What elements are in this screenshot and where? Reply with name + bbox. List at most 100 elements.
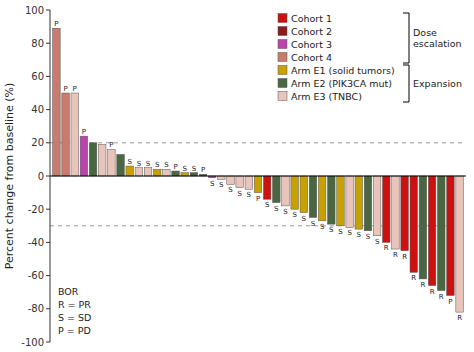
- bar-label: S: [210, 180, 215, 188]
- bracket-line: [409, 13, 410, 63]
- bar-label: S: [357, 231, 362, 239]
- bar: [318, 176, 326, 221]
- bar-label: R: [393, 251, 398, 259]
- annotation-line: BOR: [58, 286, 79, 297]
- bar: [428, 176, 436, 286]
- y-tick: [46, 176, 50, 177]
- legend-label: Cohort 2: [291, 26, 332, 37]
- legend-label: Arm E1 (solid tumors): [291, 65, 395, 76]
- bar-label: S: [329, 226, 334, 234]
- bar-label: S: [146, 160, 151, 168]
- legend-swatch: [278, 40, 287, 49]
- bar: [144, 168, 152, 176]
- bar: [364, 176, 372, 231]
- bar: [419, 176, 427, 279]
- bar-label: S: [292, 211, 297, 219]
- y-tick: [46, 242, 50, 243]
- y-tick-label: 80: [31, 38, 44, 49]
- bar: [291, 176, 299, 209]
- chart: -100-80-60-40-20020406080100Percent chan…: [0, 0, 474, 352]
- annotation: BOR R = PR S = SD P = PD: [58, 286, 91, 336]
- zero-line: [50, 176, 466, 177]
- bracket-line: [409, 65, 410, 102]
- bar: [245, 176, 253, 189]
- annotation-line: S = SD: [58, 312, 91, 323]
- bar: [153, 169, 161, 176]
- bar-label: S: [164, 161, 169, 169]
- annotation-line: R = PR: [58, 299, 91, 310]
- y-axis-label: Percent change from baseline (%): [3, 83, 16, 270]
- bar-label: P: [73, 85, 77, 93]
- bracket-line: [403, 65, 409, 66]
- bar: [62, 93, 70, 176]
- bar-label: S: [137, 160, 142, 168]
- legend-bracket: Expansion: [403, 65, 462, 102]
- bar: [227, 176, 235, 184]
- bar: [273, 176, 281, 203]
- bar-label: S: [265, 201, 270, 209]
- bar-label: P: [54, 20, 58, 28]
- bar-label: S: [247, 191, 252, 199]
- legend-group-label: Doseescalation: [413, 27, 462, 49]
- bar-label: S: [320, 223, 325, 231]
- bar: [263, 176, 271, 199]
- bar: [236, 176, 244, 188]
- bar: [392, 176, 400, 249]
- y-tick-label: 60: [31, 71, 44, 82]
- y-tick-label: -100: [21, 337, 44, 348]
- legend-label: Arm E2 (PIK3CA mut): [291, 78, 392, 89]
- y-tick-label: 0: [38, 171, 44, 182]
- bar-label: S: [219, 181, 224, 189]
- legend-group-label-line: Expansion: [413, 78, 462, 89]
- y-tick: [46, 275, 50, 276]
- bar: [410, 176, 418, 272]
- y-tick: [46, 209, 50, 210]
- bar-label: S: [192, 165, 197, 173]
- bar: [447, 176, 455, 296]
- legend-bracket: Doseescalation: [403, 13, 462, 63]
- legend-label: Arm E3 (TNBC): [291, 91, 362, 102]
- bar: [71, 93, 79, 176]
- bar-label: S: [347, 229, 352, 237]
- y-tick: [46, 76, 50, 77]
- bar-label: P: [201, 166, 205, 174]
- bar-label: S: [127, 158, 132, 166]
- bar: [456, 176, 464, 312]
- y-tick: [46, 308, 50, 309]
- bar: [98, 144, 106, 176]
- bar: [89, 143, 97, 176]
- y-tick-label: -60: [28, 270, 44, 281]
- bar: [135, 168, 143, 176]
- bar: [383, 176, 391, 242]
- bar-label: P: [63, 85, 67, 93]
- y-tick: [46, 43, 50, 44]
- legend-swatch: [278, 27, 287, 36]
- bar-label: S: [375, 238, 380, 246]
- y-tick-label: 20: [31, 137, 44, 148]
- bar-label: R: [439, 293, 444, 301]
- legend-label: Cohort 3: [291, 39, 332, 50]
- annotation-line: P = PD: [58, 325, 91, 336]
- bar: [53, 28, 61, 176]
- bar-label: P: [448, 298, 452, 306]
- bar: [254, 176, 262, 193]
- legend-swatch: [278, 53, 287, 62]
- y-tick-label: -40: [28, 237, 44, 248]
- bar-label: S: [302, 215, 307, 223]
- legend-group-label: Expansion: [413, 78, 462, 89]
- bar: [80, 136, 88, 176]
- legend-swatch: [278, 66, 287, 75]
- bracket-line: [403, 102, 409, 103]
- y-tick-label: 40: [31, 104, 44, 115]
- y-tick: [46, 10, 50, 11]
- legend-swatch: [278, 79, 287, 88]
- bar-label: P: [256, 195, 260, 203]
- bar-label: R: [411, 274, 416, 282]
- bar: [346, 176, 354, 227]
- bar-label: S: [237, 190, 242, 198]
- bar-label: S: [228, 186, 233, 194]
- bar-label: S: [366, 233, 371, 241]
- bar-label: S: [155, 161, 160, 169]
- bar-label: S: [182, 165, 187, 173]
- bar-label: P: [173, 163, 177, 171]
